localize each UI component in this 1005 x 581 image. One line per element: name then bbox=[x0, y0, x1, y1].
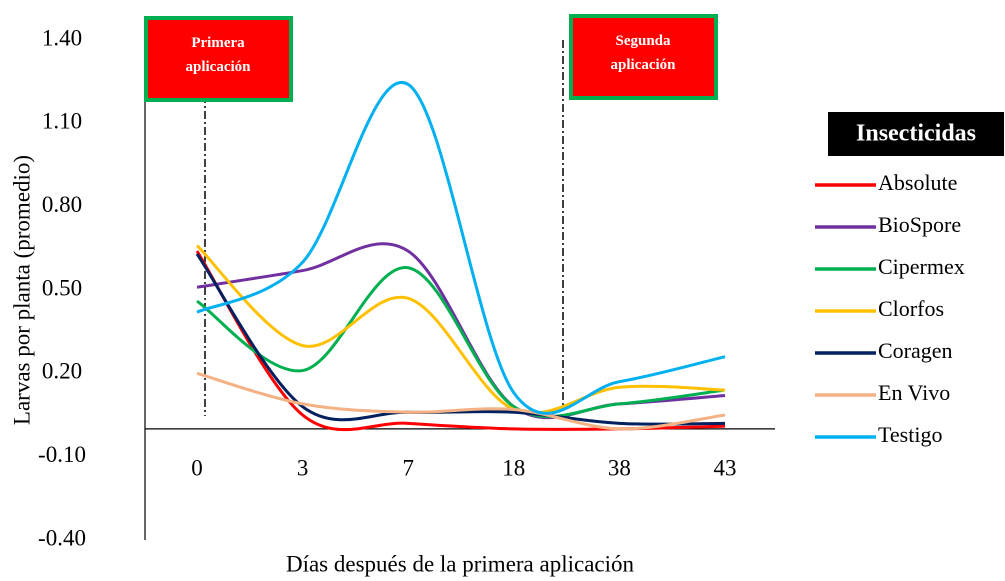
y-tick-label: 1.40 bbox=[42, 25, 82, 50]
annotation: Segunda aplicación bbox=[610, 33, 676, 73]
legend-label: Absolute bbox=[878, 170, 957, 195]
legend-label: Coragen bbox=[878, 338, 953, 363]
legend-label: Clorfos bbox=[878, 296, 944, 321]
y-tick-label: -0.40 bbox=[38, 525, 86, 550]
line bbox=[195, 244, 726, 415]
y-tick-label: 0.20 bbox=[42, 359, 82, 384]
annotation: Primera aplicación bbox=[185, 35, 251, 75]
legend-label: BioSpore bbox=[878, 212, 961, 237]
annotation-box bbox=[569, 14, 718, 100]
x-tick-label: 18 bbox=[502, 455, 525, 480]
y-tick-label: 0.50 bbox=[42, 275, 82, 300]
line bbox=[196, 266, 726, 419]
x-axis-title: Días después de la primera aplicación bbox=[286, 551, 635, 576]
legend-label: Cipermex bbox=[878, 254, 965, 279]
legend-title-box bbox=[828, 112, 1004, 156]
x-tick-label: 0 bbox=[191, 455, 203, 480]
y-axis-title: Larvas por planta (promedio) bbox=[9, 155, 34, 425]
legend-label: En Vivo bbox=[878, 380, 950, 405]
y-tick-label: 1.10 bbox=[42, 109, 82, 134]
x-tick-label: 3 bbox=[297, 455, 309, 480]
legend-label: Testigo bbox=[878, 422, 942, 447]
legend-title: Insecticidas bbox=[856, 121, 976, 147]
annotation-box bbox=[144, 16, 293, 102]
x-tick-label: 38 bbox=[608, 455, 631, 480]
x-tick-label: 7 bbox=[402, 455, 414, 480]
line bbox=[196, 371, 726, 431]
y-tick-label: -0.10 bbox=[38, 442, 86, 467]
line bbox=[196, 80, 726, 415]
y-tick-label: 0.80 bbox=[42, 192, 82, 217]
x-tick-label: 43 bbox=[714, 455, 737, 480]
